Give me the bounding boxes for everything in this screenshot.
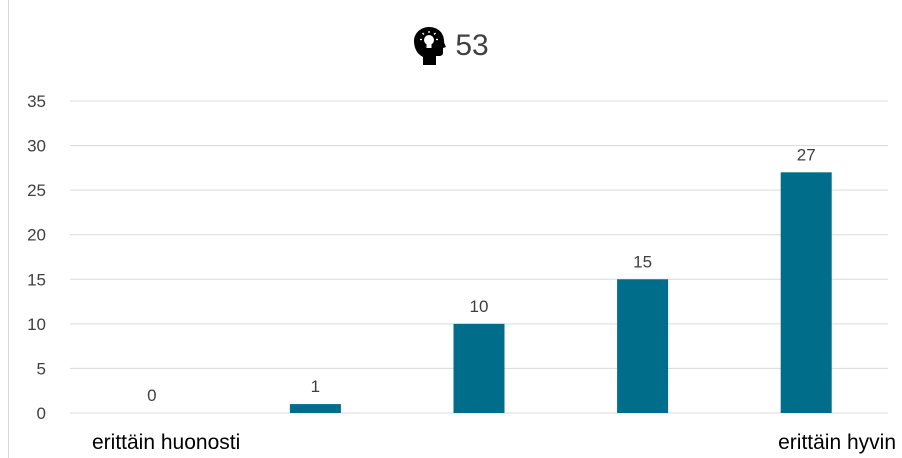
x-category-label: erittäin huonosti xyxy=(92,431,240,454)
y-tick-label: 25 xyxy=(27,181,46,200)
head-lightbulb-icon xyxy=(414,27,447,65)
y-tick-label: 0 xyxy=(37,404,46,423)
chart-frame-left-edge xyxy=(8,0,9,458)
y-tick-label: 30 xyxy=(27,137,46,156)
y-tick-label: 5 xyxy=(37,359,46,378)
chart-title-text: 53 xyxy=(455,29,489,62)
data-label: 27 xyxy=(797,145,816,164)
y-tick-label: 20 xyxy=(27,226,46,245)
x-axis-category-labels: erittäin huonosti erittäin hyvin xyxy=(92,431,896,454)
bar xyxy=(453,323,505,413)
bar xyxy=(780,172,832,413)
bar xyxy=(617,279,669,413)
data-label: 1 xyxy=(311,377,320,396)
y-axis-tick-labels: 0 5 10 15 20 25 30 35 xyxy=(27,92,46,423)
bar xyxy=(289,404,341,413)
y-tick-label: 35 xyxy=(27,92,46,111)
bars xyxy=(289,172,832,413)
data-label: 15 xyxy=(633,252,652,271)
x-category-label: erittäin hyvin xyxy=(778,431,896,454)
data-label: 10 xyxy=(470,297,489,316)
y-tick-label: 10 xyxy=(27,315,46,334)
y-tick-label: 15 xyxy=(27,270,46,289)
data-labels: 0 1 10 15 27 xyxy=(147,145,816,405)
chart-title: 53 xyxy=(0,24,902,68)
data-label: 0 xyxy=(147,386,156,405)
